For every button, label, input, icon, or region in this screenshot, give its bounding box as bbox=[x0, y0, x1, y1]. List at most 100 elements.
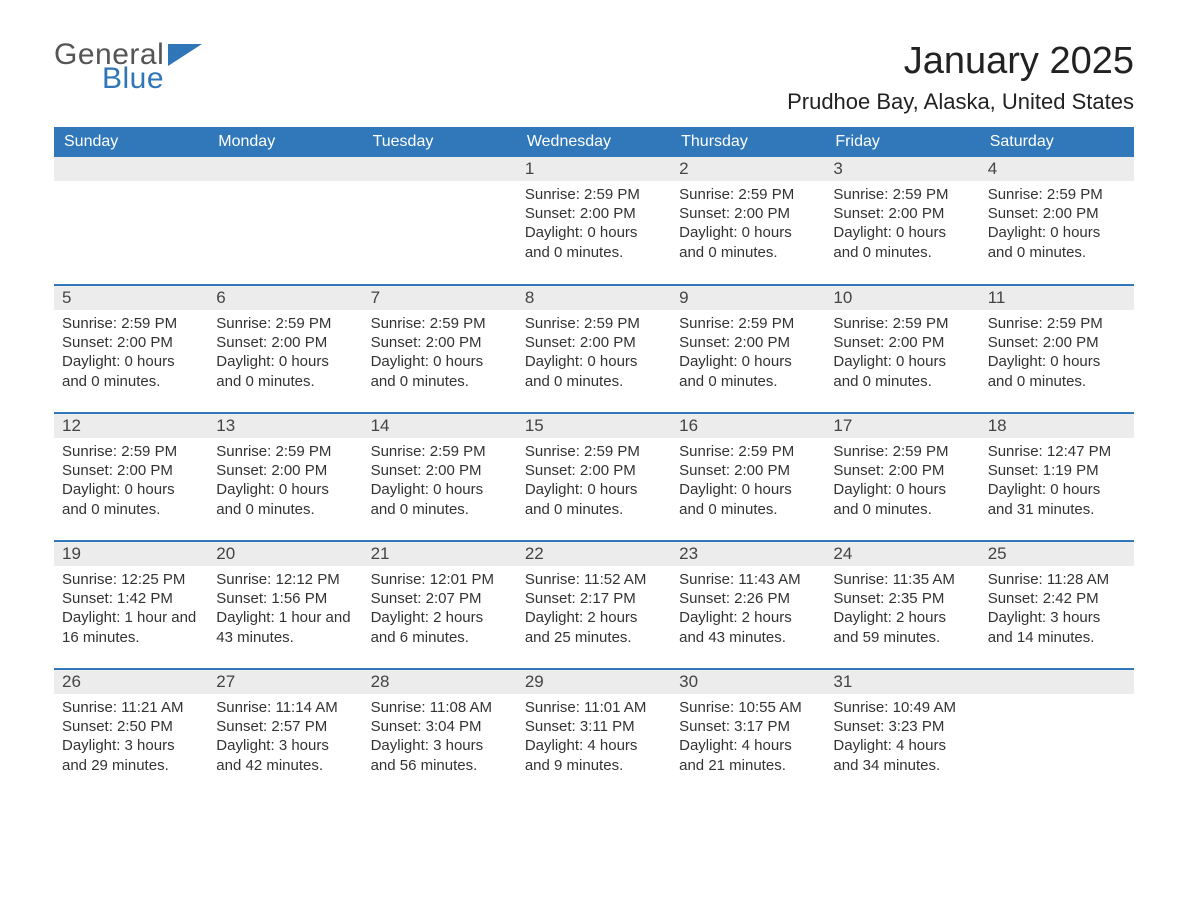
sunset-line: Sunset: 2:00 PM bbox=[833, 461, 971, 480]
sunrise-line: Sunrise: 2:59 PM bbox=[988, 185, 1126, 204]
sunset-line: Sunset: 2:00 PM bbox=[833, 204, 971, 223]
daylight-line: Daylight: 2 hours and 59 minutes. bbox=[833, 608, 971, 646]
daylight-line: Daylight: 3 hours and 42 minutes. bbox=[216, 736, 354, 774]
daylight-line-label: Daylight: bbox=[679, 609, 742, 626]
calendar-week-row: 19Sunrise: 12:25 PMSunset: 1:42 PMDaylig… bbox=[54, 541, 1134, 669]
day-details: Sunrise: 11:08 AMSunset: 3:04 PMDaylight… bbox=[363, 694, 517, 783]
calendar-cell: 31Sunrise: 10:49 AMSunset: 3:23 PMDaylig… bbox=[825, 669, 979, 797]
calendar-cell: 21Sunrise: 12:01 PMSunset: 2:07 PMDaylig… bbox=[363, 541, 517, 669]
weekday-header: Monday bbox=[208, 127, 362, 157]
sunrise-line-value: 2:59 PM bbox=[584, 186, 640, 203]
sunrise-line-label: Sunrise: bbox=[216, 699, 275, 716]
sunset-line: Sunset: 2:00 PM bbox=[525, 204, 663, 223]
sunrise-line-label: Sunrise: bbox=[679, 443, 738, 460]
sunset-line-label: Sunset: bbox=[988, 590, 1043, 607]
sunrise-line-value: 2:59 PM bbox=[275, 443, 331, 460]
calendar-cell bbox=[54, 157, 208, 285]
calendar-week-row: 5Sunrise: 2:59 PMSunset: 2:00 PMDaylight… bbox=[54, 285, 1134, 413]
daylight-line-label: Daylight: bbox=[62, 481, 125, 498]
daylight-line-label: Daylight: bbox=[988, 609, 1051, 626]
calendar-cell: 26Sunrise: 11:21 AMSunset: 2:50 PMDaylig… bbox=[54, 669, 208, 797]
sunset-line: Sunset: 2:00 PM bbox=[371, 461, 509, 480]
sunrise-line-value: 11:52 AM bbox=[584, 571, 646, 588]
sunset-line-label: Sunset: bbox=[62, 334, 117, 351]
sunrise-line: Sunrise: 2:59 PM bbox=[216, 314, 354, 333]
sunset-line-value: 2:00 PM bbox=[117, 334, 173, 351]
day-details: Sunrise: 10:55 AMSunset: 3:17 PMDaylight… bbox=[671, 694, 825, 783]
daylight-line: Daylight: 0 hours and 0 minutes. bbox=[525, 352, 663, 390]
day-details: Sunrise: 2:59 PMSunset: 2:00 PMDaylight:… bbox=[980, 181, 1134, 270]
sunrise-line: Sunrise: 11:43 AM bbox=[679, 570, 817, 589]
calendar-cell: 17Sunrise: 2:59 PMSunset: 2:00 PMDayligh… bbox=[825, 413, 979, 541]
sunset-line-label: Sunset: bbox=[988, 205, 1043, 222]
day-details: Sunrise: 2:59 PMSunset: 2:00 PMDaylight:… bbox=[517, 438, 671, 527]
calendar-cell bbox=[980, 669, 1134, 797]
sunset-line-value: 1:19 PM bbox=[1043, 462, 1099, 479]
daylight-line-label: Daylight: bbox=[62, 609, 125, 626]
calendar-cell: 23Sunrise: 11:43 AMSunset: 2:26 PMDaylig… bbox=[671, 541, 825, 669]
daylight-line: Daylight: 4 hours and 21 minutes. bbox=[679, 736, 817, 774]
sunrise-line-value: 2:59 PM bbox=[121, 443, 177, 460]
sunset-line-label: Sunset: bbox=[679, 462, 734, 479]
location-subtitle: Prudhoe Bay, Alaska, United States bbox=[787, 89, 1134, 115]
sunset-line-label: Sunset: bbox=[679, 590, 734, 607]
sunset-line-label: Sunset: bbox=[988, 462, 1043, 479]
sunrise-line-label: Sunrise: bbox=[371, 315, 430, 332]
daylight-line-label: Daylight: bbox=[371, 481, 434, 498]
sunset-line-label: Sunset: bbox=[988, 334, 1043, 351]
sunset-line: Sunset: 3:11 PM bbox=[525, 717, 663, 736]
sunset-line: Sunset: 2:00 PM bbox=[679, 333, 817, 352]
sunrise-line: Sunrise: 2:59 PM bbox=[371, 442, 509, 461]
sunrise-line-value: 11:35 AM bbox=[893, 571, 955, 588]
calendar-cell: 9Sunrise: 2:59 PMSunset: 2:00 PMDaylight… bbox=[671, 285, 825, 413]
calendar-table: SundayMondayTuesdayWednesdayThursdayFrid… bbox=[54, 127, 1134, 797]
daylight-line: Daylight: 3 hours and 56 minutes. bbox=[371, 736, 509, 774]
sunrise-line-value: 10:49 AM bbox=[893, 699, 956, 716]
day-details: Sunrise: 11:21 AMSunset: 2:50 PMDaylight… bbox=[54, 694, 208, 783]
sunrise-line: Sunrise: 10:49 AM bbox=[833, 698, 971, 717]
sunset-line-value: 2:00 PM bbox=[426, 462, 482, 479]
day-number: 27 bbox=[208, 670, 362, 694]
day-details: Sunrise: 2:59 PMSunset: 2:00 PMDaylight:… bbox=[825, 438, 979, 527]
calendar-cell bbox=[363, 157, 517, 285]
daylight-line: Daylight: 1 hour and 43 minutes. bbox=[216, 608, 354, 646]
sunrise-line-value: 11:21 AM bbox=[121, 699, 183, 716]
day-number: 12 bbox=[54, 414, 208, 438]
calendar-cell: 3Sunrise: 2:59 PMSunset: 2:00 PMDaylight… bbox=[825, 157, 979, 285]
day-details: Sunrise: 2:59 PMSunset: 2:00 PMDaylight:… bbox=[363, 310, 517, 399]
sunrise-line-label: Sunrise: bbox=[62, 571, 121, 588]
sunrise-line-value: 11:14 AM bbox=[275, 699, 337, 716]
day-details: Sunrise: 12:01 PMSunset: 2:07 PMDaylight… bbox=[363, 566, 517, 655]
calendar-cell: 11Sunrise: 2:59 PMSunset: 2:00 PMDayligh… bbox=[980, 285, 1134, 413]
sunrise-line-value: 11:28 AM bbox=[1047, 571, 1109, 588]
sunset-line-value: 2:00 PM bbox=[888, 205, 944, 222]
sunset-line-value: 2:00 PM bbox=[734, 462, 790, 479]
day-number: 20 bbox=[208, 542, 362, 566]
sunset-line-value: 2:00 PM bbox=[426, 334, 482, 351]
sunrise-line-label: Sunrise: bbox=[679, 186, 738, 203]
daylight-line: Daylight: 0 hours and 0 minutes. bbox=[679, 352, 817, 390]
sunrise-line-value: 2:59 PM bbox=[738, 315, 794, 332]
sunrise-line: Sunrise: 11:35 AM bbox=[833, 570, 971, 589]
calendar-cell: 6Sunrise: 2:59 PMSunset: 2:00 PMDaylight… bbox=[208, 285, 362, 413]
daylight-line: Daylight: 4 hours and 9 minutes. bbox=[525, 736, 663, 774]
header-bar: General Blue January 2025 Prudhoe Bay, A… bbox=[54, 40, 1134, 127]
day-number: 26 bbox=[54, 670, 208, 694]
sunset-line: Sunset: 1:42 PM bbox=[62, 589, 200, 608]
daylight-line: Daylight: 0 hours and 0 minutes. bbox=[371, 352, 509, 390]
sunset-line: Sunset: 2:00 PM bbox=[988, 204, 1126, 223]
daylight-line: Daylight: 0 hours and 0 minutes. bbox=[216, 352, 354, 390]
sunrise-line-label: Sunrise: bbox=[679, 315, 738, 332]
day-number: 7 bbox=[363, 286, 517, 310]
daylight-line-label: Daylight: bbox=[371, 609, 434, 626]
sunset-line-value: 2:42 PM bbox=[1043, 590, 1099, 607]
sunrise-line: Sunrise: 2:59 PM bbox=[679, 314, 817, 333]
sunset-line: Sunset: 2:00 PM bbox=[833, 333, 971, 352]
daylight-line: Daylight: 3 hours and 29 minutes. bbox=[62, 736, 200, 774]
sunset-line-label: Sunset: bbox=[216, 590, 271, 607]
daylight-line: Daylight: 0 hours and 0 minutes. bbox=[833, 352, 971, 390]
daylight-line-label: Daylight: bbox=[833, 609, 896, 626]
day-number-empty bbox=[980, 670, 1134, 694]
calendar-header-row: SundayMondayTuesdayWednesdayThursdayFrid… bbox=[54, 127, 1134, 157]
month-title: January 2025 bbox=[787, 40, 1134, 83]
